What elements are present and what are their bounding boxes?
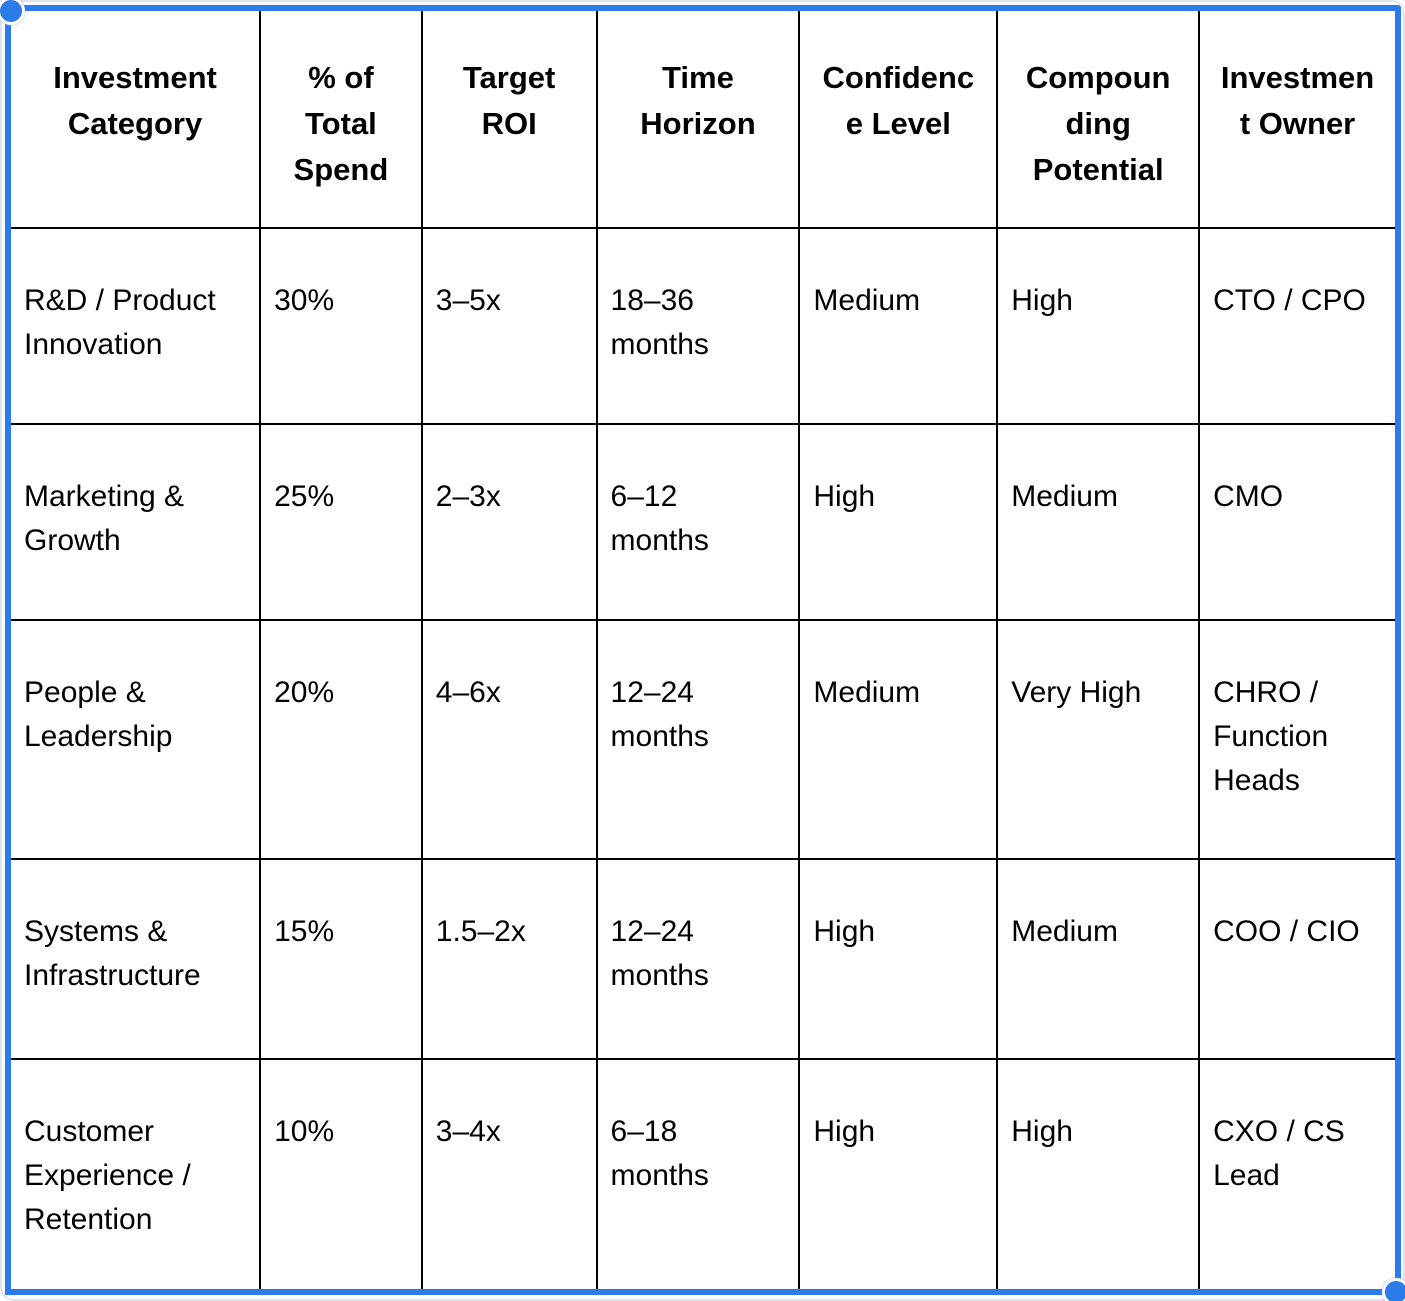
cell-compounding-potential[interactable]: Medium — [996, 857, 1201, 1061]
cell-percent-spend[interactable]: 10% — [259, 1058, 423, 1293]
cell-target-roi[interactable]: 3–5x — [420, 226, 598, 426]
cell-time-horizon[interactable]: 12–24 months — [595, 618, 801, 860]
table-row: Marketing & Growth 25% 2–3x 6–12 months … — [6, 423, 1399, 621]
table-row: People & Leadership 20% 4–6x 12–24 month… — [6, 618, 1399, 860]
cell-category[interactable]: People & Leadership — [6, 618, 262, 860]
header-investment-owner[interactable]: Investmen t Owner — [1198, 7, 1399, 229]
header-confidence-level[interactable]: Confidenc e Level — [798, 7, 999, 229]
cell-investment-owner[interactable]: CHRO / Function Heads — [1198, 618, 1399, 860]
cell-percent-spend[interactable]: 20% — [259, 618, 423, 860]
cell-time-horizon[interactable]: 12–24 months — [595, 857, 801, 1061]
cell-percent-spend[interactable]: 15% — [259, 857, 423, 1061]
cell-investment-owner[interactable]: CXO / CS Lead — [1198, 1058, 1399, 1293]
header-compounding-potential[interactable]: Compoun ding Potential — [996, 7, 1201, 229]
cell-target-roi[interactable]: 1.5–2x — [420, 857, 598, 1061]
cell-target-roi[interactable]: 3–4x — [420, 1058, 598, 1293]
cell-target-roi[interactable]: 4–6x — [420, 618, 598, 860]
table-row: R&D / Product Innovation 30% 3–5x 18–36 … — [6, 226, 1399, 426]
cell-compounding-potential[interactable]: High — [996, 1058, 1201, 1293]
table-header-row: Investment Category % of Total Spend Tar… — [6, 7, 1399, 229]
cell-percent-spend[interactable]: 25% — [259, 423, 423, 621]
header-time-horizon[interactable]: Time Horizon — [595, 7, 801, 229]
cell-category[interactable]: R&D / Product Innovation — [6, 226, 262, 426]
cell-confidence-level[interactable]: High — [798, 423, 999, 621]
cell-confidence-level[interactable]: Medium — [798, 618, 999, 860]
selection-handle-top-left[interactable] — [0, 0, 25, 25]
table-row: Systems & Infrastructure 15% 1.5–2x 12–2… — [6, 857, 1399, 1061]
cell-investment-owner[interactable]: CMO — [1198, 423, 1399, 621]
investment-allocation-table[interactable]: Investment Category % of Total Spend Tar… — [5, 5, 1401, 1295]
cell-compounding-potential[interactable]: Medium — [996, 423, 1201, 621]
cell-category[interactable]: Marketing & Growth — [6, 423, 262, 621]
cell-compounding-potential[interactable]: High — [996, 226, 1201, 426]
cell-confidence-level[interactable]: Medium — [798, 226, 999, 426]
cell-time-horizon[interactable]: 6–18 months — [595, 1058, 801, 1293]
cell-investment-owner[interactable]: CTO / CPO — [1198, 226, 1399, 426]
header-investment-category[interactable]: Investment Category — [6, 7, 262, 229]
header-target-roi[interactable]: Target ROI — [420, 7, 598, 229]
cell-percent-spend[interactable]: 30% — [259, 226, 423, 426]
table-row: Customer Experience / Retention 10% 3–4x… — [6, 1058, 1399, 1293]
cell-target-roi[interactable]: 2–3x — [420, 423, 598, 621]
cell-confidence-level[interactable]: High — [798, 857, 999, 1061]
cell-time-horizon[interactable]: 18–36 months — [595, 226, 801, 426]
selection-handle-bottom-right[interactable] — [1382, 1278, 1405, 1301]
cell-investment-owner[interactable]: COO / CIO — [1198, 857, 1399, 1061]
header-percent-of-total-spend[interactable]: % of Total Spend — [259, 7, 423, 229]
cell-category[interactable]: Systems & Infrastructure — [6, 857, 262, 1061]
cell-time-horizon[interactable]: 6–12 months — [595, 423, 801, 621]
cell-confidence-level[interactable]: High — [798, 1058, 999, 1293]
cell-compounding-potential[interactable]: Very High — [996, 618, 1201, 860]
cell-category[interactable]: Customer Experience / Retention — [6, 1058, 262, 1293]
